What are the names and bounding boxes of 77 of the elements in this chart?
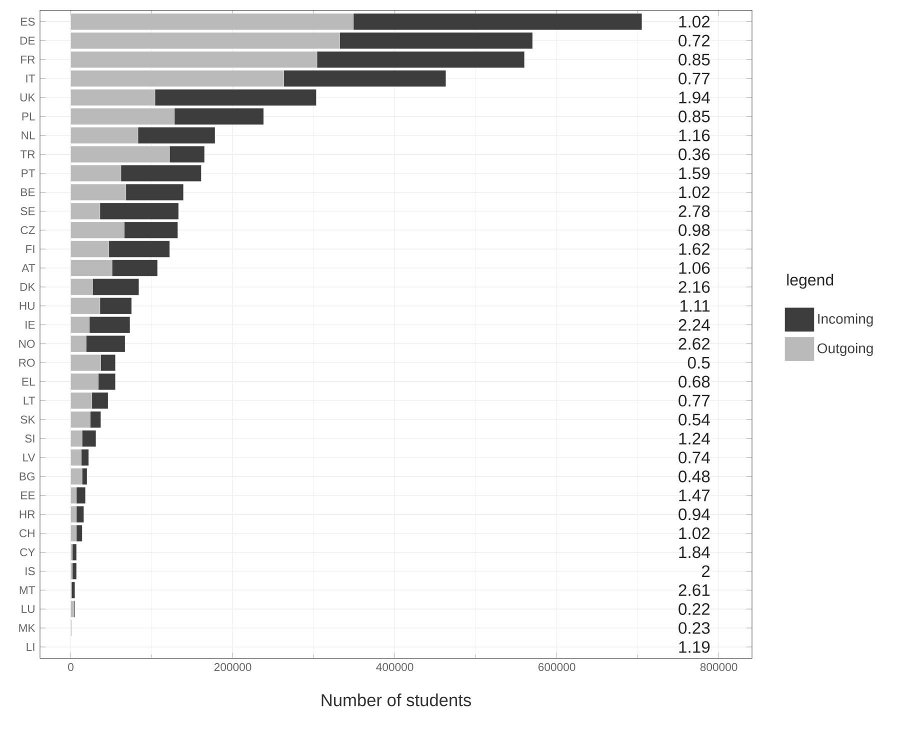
y-tick-label: CZ [20,226,35,234]
annotation: 2.78 [678,205,710,218]
annotation: 0.36 [678,148,710,160]
y-tick-label: SE [20,207,35,216]
y-tick-label: EE [21,491,35,500]
x-tick-label: 800000 [700,663,738,672]
y-tick-label: PT [22,169,36,178]
y-tick-label: DK [20,283,36,291]
annotation: 1.24 [679,432,710,444]
y-tick-label: ES [21,18,35,26]
y-tick-label: CH [20,529,34,538]
y-tick-label: FR [21,56,35,64]
annotation: 2.24 [678,319,710,331]
annotation: 0.74 [678,452,710,464]
annotation: 0.94 [678,508,710,520]
y-tick-label: DE [20,36,35,45]
annotation: 1.16 [679,129,710,142]
annotation: 0.72 [678,34,710,47]
annotation: 1.84 [679,546,710,558]
y-tick-label: NL [22,131,35,140]
x-tick-label: 600000 [538,663,576,672]
annotation: 0.77 [678,72,710,84]
annotation: 0.77 [678,394,710,407]
y-tick-label: BG [20,472,34,480]
y-tick-label: CY [20,548,36,556]
y-tick-label: RO [19,358,35,367]
x-tick-label: 200000 [214,663,252,672]
x-tick-label: 400000 [376,663,414,672]
y-tick-label: NO [19,340,35,348]
y-tick-label: LV [23,454,36,462]
y-tick-label: SK [20,416,36,424]
annotation: 0.85 [678,54,710,66]
annotation: 2.62 [678,338,710,350]
annotation: 1.59 [679,167,710,180]
y-tick-label: MK [19,624,36,632]
annotation: 0.54 [678,414,710,426]
y-tick-label: LU [22,605,34,614]
annotation: 1.19 [679,641,710,653]
y-tick-label: IE [26,320,35,329]
legend-label: Outgoing [818,342,873,356]
y-tick-label: TR [20,150,35,158]
annotation: 0.68 [678,376,710,388]
legend-title: legend [787,274,834,289]
annotation: 2.16 [678,281,710,293]
annotation: 0.48 [678,470,710,482]
y-tick-label: BE [21,188,35,196]
y-tick-label: SI [25,434,34,443]
y-tick-label: UK [20,94,36,102]
y-tick-label: FI [26,245,34,253]
y-tick-label: HR [20,510,35,518]
annotation: 1.06 [679,262,710,274]
y-tick-label: LT [24,396,36,405]
annotation: 0.22 [678,603,710,615]
annotation: 1.02 [679,186,710,198]
annotation: 1.02 [679,527,710,540]
y-tick-label: IT [26,74,36,82]
annotation: 0.98 [678,224,710,236]
annotation: 2 [702,565,710,577]
annotation: 0.5 [688,356,710,369]
y-tick-label: HU [20,302,34,310]
y-tick-label: EL [22,378,35,386]
annotation: 1.02 [679,16,710,28]
y-tick-label: LI [26,643,34,651]
y-tick-label: MT [20,586,36,594]
annotation: 2.61 [678,584,710,596]
x-axis-title: Number of students [322,694,471,706]
annotation: 1.62 [679,243,710,255]
annotation: 0.23 [678,622,710,634]
y-tick-label: AT [22,264,36,272]
y-tick-label: IS [26,567,35,576]
y-tick-label: PL [22,112,35,120]
x-tick-label: 0 [68,663,74,672]
annotation: 1.94 [679,92,710,104]
legend-label: Incoming [818,314,873,327]
annotation: 1.47 [679,490,710,502]
annotation: 0.85 [678,110,710,122]
annotation: 1.11 [680,300,710,312]
